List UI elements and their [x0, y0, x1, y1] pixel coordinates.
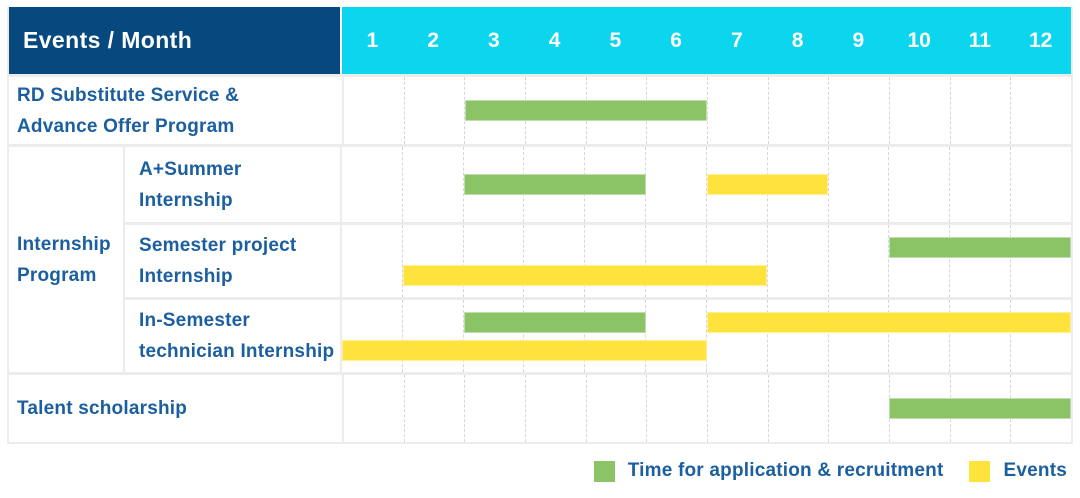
application-recruitment-bar [465, 100, 708, 121]
row-in-semester-technician: In-Semester technician Internship [125, 297, 1071, 372]
legend: Time for application & recruitment Event… [7, 444, 1073, 498]
legend-label-events: Events [1003, 460, 1067, 481]
events-bar [342, 339, 707, 361]
row-rd-substitute: RD Substitute Service & Advance Offer Pr… [9, 74, 1071, 144]
application-recruitment-bar [888, 236, 1071, 258]
row-semester-project: Semester project Internship [125, 222, 1071, 297]
month-header-6: 6 [670, 28, 682, 52]
month-header-3: 3 [488, 28, 500, 52]
month-header-11: 11 [968, 28, 991, 52]
month-header-row: 1 2 3 4 5 6 7 8 9 10 11 12 [342, 7, 1071, 74]
internship-program-group: Internship Program A+Summer Internship S… [9, 144, 1071, 372]
events-bar [706, 311, 1071, 333]
schedule-table: Events / Month 1 2 3 4 5 6 7 8 9 10 11 12 RD Substi… [7, 7, 1073, 444]
legend-label-application: Time for application & recruitment [627, 460, 944, 481]
row-label-in-semester-technician: In-Semester technician Internship [139, 310, 335, 362]
green-swatch-icon [593, 460, 615, 482]
month-header-4: 4 [548, 28, 561, 52]
month-gridlines [342, 225, 1071, 297]
chart-area-talent-scholarship [342, 375, 1071, 442]
month-header-1: 1 [366, 28, 379, 52]
row-label-semester-project: Semester project Internship [139, 235, 297, 287]
chart-area-rd-substitute [342, 77, 1071, 144]
legend-item-events: Events [969, 460, 1067, 482]
events-bar [706, 174, 828, 195]
month-header-10: 10 [907, 28, 931, 52]
row-label-rd-substitute: RD Substitute Service & Advance Offer Pr… [17, 84, 240, 137]
application-recruitment-bar [463, 174, 646, 195]
events-bar [402, 264, 768, 286]
events-month-header: Events / Month [9, 7, 342, 74]
month-gridlines [342, 300, 1071, 372]
month-header-12: 12 [1028, 28, 1053, 52]
chart-area-in-semester-technician [340, 300, 1071, 372]
application-recruitment-bar [463, 311, 646, 333]
application-recruitment-bar [889, 398, 1071, 419]
month-header-2: 2 [427, 28, 439, 52]
chart-area-semester-project [340, 225, 1071, 297]
header-row: Events / Month 1 2 3 4 5 6 7 8 9 10 11 12 [9, 7, 1071, 74]
row-talent-scholarship: Talent scholarship [9, 372, 1071, 442]
month-header-5: 5 [609, 28, 622, 52]
chart-area-a-plus-summer [340, 147, 1071, 222]
month-header-8: 8 [791, 28, 804, 52]
row-a-plus-summer: A+Summer Internship [125, 147, 1071, 222]
group-label-internship-program: Internship Program [9, 147, 125, 372]
row-label-talent-scholarship: Talent scholarship [17, 398, 188, 419]
row-label-a-plus-summer: A+Summer Internship [139, 158, 242, 211]
month-header-9: 9 [852, 28, 865, 52]
legend-item-application: Time for application & recruitment [593, 460, 944, 482]
internship-program-rows: A+Summer Internship Semester project Int… [125, 147, 1071, 372]
yellow-swatch-icon [969, 460, 991, 482]
month-header-7: 7 [731, 28, 743, 52]
